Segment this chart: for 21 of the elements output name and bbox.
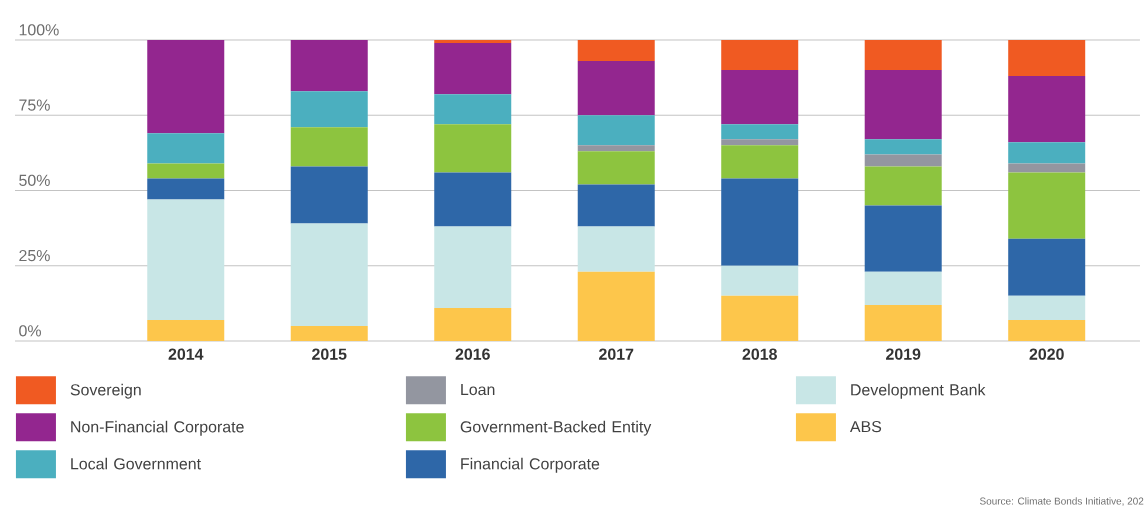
x-tick-label: 2017: [599, 348, 634, 360]
y-tick-label: 75%: [19, 99, 50, 111]
x-tick-label: 2014: [168, 348, 204, 360]
y-tick-label: 100%: [19, 24, 59, 36]
legend-label: Local Government: [71, 457, 201, 470]
legend-label: Financial Corporate: [461, 457, 600, 473]
legend-label: Government-Backed Entity: [460, 420, 652, 436]
legend-label: Non-Financial Corporate: [71, 420, 244, 436]
y-tick-label: 0%: [19, 325, 41, 337]
source-note: Source: Climate Bonds Initiative, 202: [979, 497, 1144, 506]
legend-label: Sovereign: [70, 383, 141, 399]
x-tick-label: 2020: [1029, 348, 1064, 360]
y-tick-label: 25%: [19, 249, 50, 262]
x-tick-label: 2015: [312, 348, 347, 360]
x-tick-label: 2019: [886, 348, 921, 360]
legend-label: Development Bank: [851, 383, 986, 399]
x-tick-label: 2018: [742, 348, 777, 360]
x-tick-label: 2016: [455, 348, 490, 360]
legend-label: Loan: [461, 384, 495, 396]
y-tick-label: 50%: [19, 174, 50, 186]
legend-label: ABS: [849, 421, 882, 433]
